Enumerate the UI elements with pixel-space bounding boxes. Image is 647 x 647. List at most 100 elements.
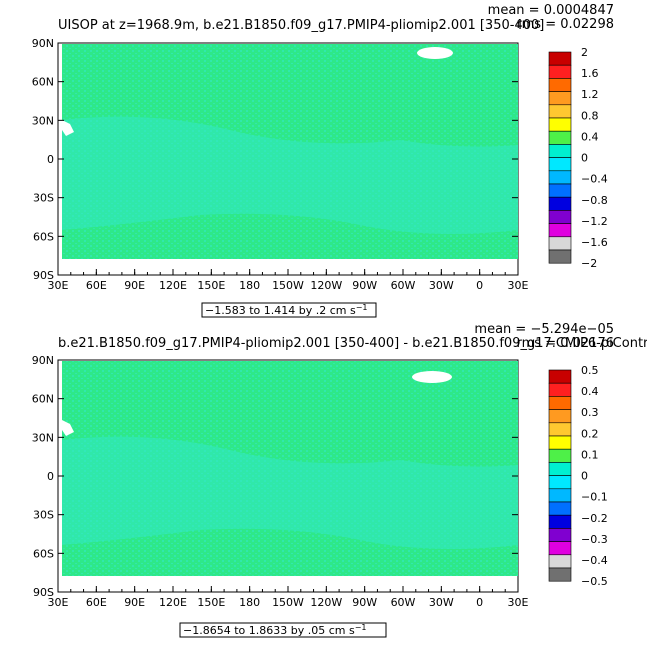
top-xlabel: 60E xyxy=(86,279,107,292)
svg-text:−1.8654 to 1.8633 by .05 cm s−: −1.8654 to 1.8633 by .05 cm s−1 xyxy=(183,623,367,637)
bottom-xlabel: 180 xyxy=(239,596,260,609)
panel-top-rms: rms = 0.02298 xyxy=(517,17,614,32)
colorbar-bottom-swatch xyxy=(548,435,572,450)
bottom-ylabel: 0 xyxy=(47,470,54,483)
bottom-xlabel: 30E xyxy=(48,596,69,609)
colorbar-top-swatch xyxy=(548,91,572,106)
colorbar-top-swatch xyxy=(548,236,572,251)
bottom-xlabel: 30W xyxy=(429,596,454,609)
range-box-bottom-frame xyxy=(179,622,387,638)
colorbar-bottom-tick-label: −0.4 xyxy=(581,554,608,567)
map-top-lightband xyxy=(62,116,518,234)
colorbar-bottom-swatch xyxy=(548,409,572,424)
bottom-xlabel: 150W xyxy=(272,596,304,609)
range-label-bottom: −1.8654 to 1.8633 by .05 cm s xyxy=(183,624,355,637)
colorbar-top-tick-label: −1.6 xyxy=(581,236,608,249)
range-label-top: −1.583 to 1.414 by .2 cm s xyxy=(205,304,356,317)
bottom-xlabel: 90E xyxy=(124,596,145,609)
range-sup-top: −1 xyxy=(356,303,368,312)
colorbar-bottom-swatch xyxy=(548,462,572,476)
colorbar-top-swatch xyxy=(548,196,572,211)
colorbar-top-swatch xyxy=(548,51,572,66)
africa-edge-bottom xyxy=(62,420,74,436)
top-xlabel: 120W xyxy=(310,279,342,292)
colorbar-bottom-swatch xyxy=(548,528,572,542)
colorbar-top-swatch xyxy=(548,210,572,224)
colorbar-top-swatch xyxy=(548,117,572,132)
colorbar-bottom-swatch xyxy=(548,448,572,463)
panel-top-mean: mean = 0.0004847 xyxy=(488,3,614,18)
range-box-top: −1.583 to 1.414 by .2 cm s−1 xyxy=(201,302,377,318)
colorbar-top-swatch xyxy=(548,64,572,79)
greenland-bottom xyxy=(412,371,452,383)
colorbar-top-swatch xyxy=(548,130,572,145)
top-ylabel: 30N xyxy=(32,114,54,127)
colorbar-top-tick-label: 1.6 xyxy=(581,67,599,80)
range-box-bottom: −1.8654 to 1.8633 by .05 cm s−1 xyxy=(179,622,387,638)
bottom-xlabel: 120E xyxy=(159,596,187,609)
colorbar-top-labels: 2 1.6 1.2 0.8 0.4 0 −0.4 −0.8 −1.2 −1.6 −2 xyxy=(581,46,608,270)
colorbar-top-tick-label: −2 xyxy=(581,257,597,270)
colorbar-bottom-tick-label: 0.5 xyxy=(581,364,599,377)
colorbar-bottom-swatch xyxy=(548,422,572,437)
map-bottom-lightband xyxy=(62,436,518,549)
top-xlabel: 150E xyxy=(197,279,225,292)
top-xlabel: 90W xyxy=(352,279,377,292)
top-xlabel: 30E xyxy=(48,279,69,292)
colorbar-bottom-swatch xyxy=(548,396,572,410)
top-ylabel: 90S xyxy=(33,269,54,282)
colorbar-bottom-tick-label: −0.2 xyxy=(581,512,608,525)
colorbar-bottom-swatches xyxy=(548,369,572,582)
colorbar-top-swatch xyxy=(548,183,572,198)
africa-edge-top xyxy=(62,120,74,136)
colorbar-top-tick-label: −0.4 xyxy=(581,173,608,186)
colorbar-bottom-swatch xyxy=(548,488,572,503)
colorbar-top: 2 1.6 1.2 0.8 0.4 0 −0.4 −0.8 −1.2 −1.6 −2 xyxy=(548,46,608,270)
colorbar-top-swatch xyxy=(548,170,572,185)
bottom-ylabel: 30N xyxy=(32,431,54,444)
bottom-xlabel: 60W xyxy=(391,596,416,609)
colorbar-bottom-tick-label: 0.2 xyxy=(581,427,599,440)
panel-bottom-title: b.e21.B1850.f09_g17.PMIP4-pliomip2.001 [… xyxy=(58,336,647,351)
bottom-xlabel: 120W xyxy=(310,596,342,609)
top-ylabel: 0 xyxy=(47,153,54,166)
bottom-xlabel: 0 xyxy=(476,596,483,609)
bottom-ylabel: 60N xyxy=(32,393,54,406)
bottom-ylabel: 90N xyxy=(32,354,54,367)
bottom-ylabel: 60S xyxy=(33,547,54,560)
top-xlabel: 0 xyxy=(476,279,483,292)
top-ylabel: 60N xyxy=(32,76,54,89)
top-xlabel: 30W xyxy=(429,279,454,292)
top-xlabel: 120E xyxy=(159,279,187,292)
greenland-top xyxy=(417,47,453,59)
colorbar-bottom-swatch xyxy=(548,567,572,582)
colorbar-bottom: 0.5 0.4 0.3 0.2 0.1 0 −0.1 −0.2 −0.3 −0.4 −0.5 xyxy=(548,364,608,588)
colorbar-bottom-swatch xyxy=(548,369,572,384)
top-xlabel: 30E xyxy=(508,279,529,292)
colorbar-bottom-tick-label: 0.1 xyxy=(581,448,599,461)
top-ylabel: 30S xyxy=(33,192,54,205)
colorbar-bottom-swatch xyxy=(548,475,572,490)
bottom-xlabel: 60E xyxy=(86,596,107,609)
colorbar-top-tick-label: −1.2 xyxy=(581,215,608,228)
colorbar-bottom-tick-label: 0 xyxy=(581,470,588,483)
panel-top-title: UISOP at z=1968.9m, b.e21.B1850.f09_g17.… xyxy=(58,18,544,33)
svg-text:−1.583 to 1.414 by .2 cm s−1: −1.583 to 1.414 by .2 cm s−1 xyxy=(205,303,368,317)
top-xlabel: 90E xyxy=(124,279,145,292)
colorbar-bottom-swatch xyxy=(548,541,572,556)
bottom-xlabel: 150E xyxy=(197,596,225,609)
colorbar-top-swatch xyxy=(548,157,572,172)
top-xlabel: 60W xyxy=(391,279,416,292)
colorbar-top-swatch xyxy=(548,144,572,158)
colorbar-top-swatch xyxy=(548,78,572,92)
colorbar-top-swatches xyxy=(548,51,572,264)
colorbar-top-swatch xyxy=(548,249,572,264)
top-xlabel: 150W xyxy=(272,279,304,292)
colorbar-bottom-swatch xyxy=(548,501,572,516)
colorbar-bottom-tick-label: 0.4 xyxy=(581,385,599,398)
colorbar-top-tick-label: 1.2 xyxy=(581,88,599,101)
